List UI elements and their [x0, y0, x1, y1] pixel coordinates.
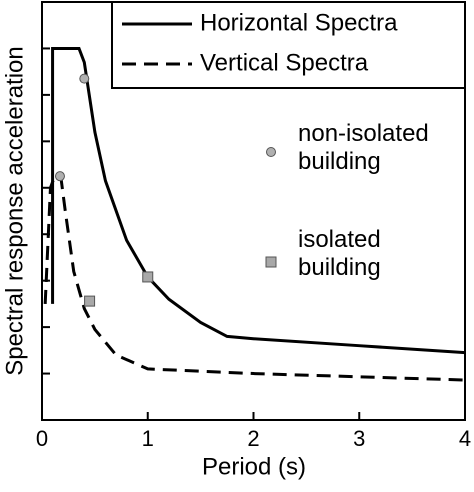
x-tick-label: 4	[459, 426, 471, 451]
x-tick-label: 1	[142, 426, 154, 451]
series-line	[51, 46, 466, 355]
marker	[54, 171, 65, 182]
x-tick-label: 2	[247, 426, 259, 451]
legend-label: Horizontal Spectra	[200, 9, 398, 36]
series-line	[43, 174, 466, 382]
x-tick-label: 0	[36, 426, 48, 451]
x-tick-label: 3	[353, 426, 365, 451]
marker	[84, 295, 96, 307]
legend-label: isolated building	[298, 226, 381, 281]
y-axis-label: Spectral response acceleration	[1, 46, 28, 376]
marker	[79, 73, 90, 84]
x-axis-label: Period (s)	[202, 453, 306, 480]
legend-marker	[265, 256, 277, 268]
legend-label: Vertical Spectra	[200, 49, 369, 76]
legend-box	[111, 1, 466, 89]
marker	[142, 271, 154, 283]
legend-marker	[266, 147, 276, 157]
legend-label: non-isolated building	[298, 120, 429, 175]
